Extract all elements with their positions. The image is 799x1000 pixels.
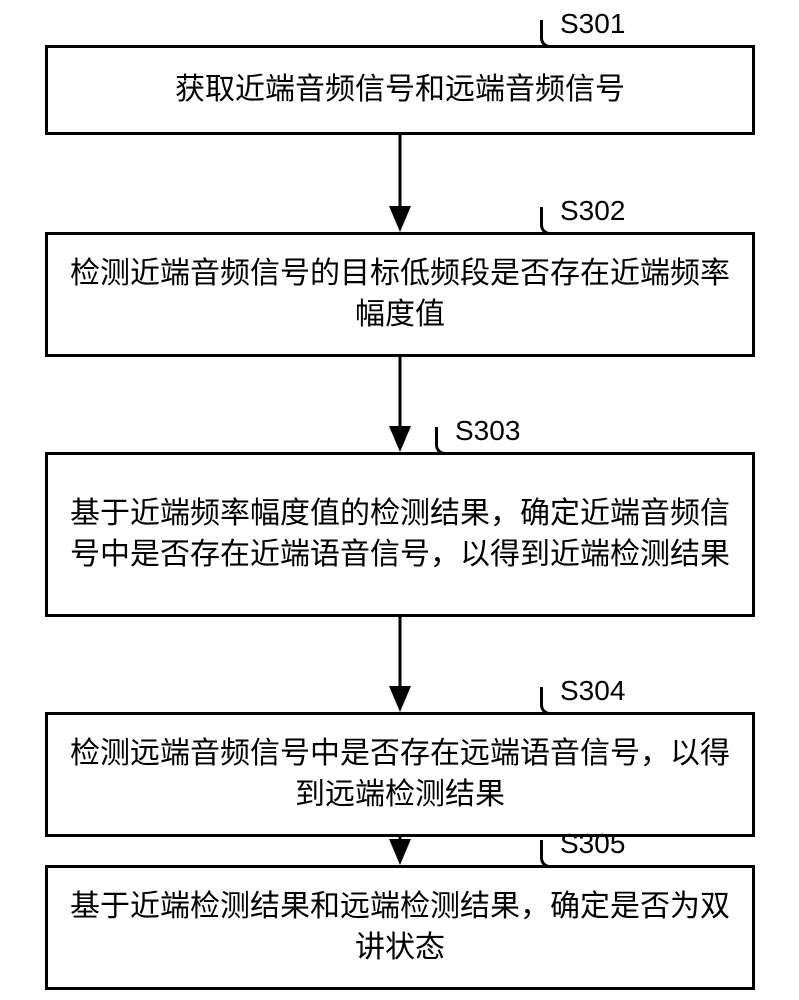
label-connector [540,840,558,868]
label-connector [435,427,453,455]
flow-step-3: 基于近端频率幅度值的检测结果，确定近端音频信号中是否存在近端语音信号，以得到近端… [45,452,755,617]
step-label: S301 [560,8,625,40]
flow-step-text: 获取近端音频信号和远端音频信号 [175,70,625,111]
flow-step-2: 检测近端音频信号的目标低频段是否存在近端频率幅度值 [45,232,755,357]
flow-step-5: 基于近端检测结果和远端检测结果，确定是否为双讲状态 [45,865,755,990]
flow-step-text: 检测近端音频信号的目标低频段是否存在近端频率幅度值 [68,254,732,335]
flow-step-text: 基于近端频率幅度值的检测结果，确定近端音频信号中是否存在近端语音信号，以得到近端… [68,494,732,575]
label-connector [540,687,558,715]
flow-arrow [380,135,420,232]
flow-arrow [380,837,420,865]
flow-step-text: 基于近端检测结果和远端检测结果，确定是否为双讲状态 [68,887,732,968]
flow-step-1: 获取近端音频信号和远端音频信号 [45,45,755,135]
flow-step-4: 检测远端音频信号中是否存在远端语音信号，以得到远端检测结果 [45,712,755,837]
label-connector [540,20,558,48]
step-label: S304 [560,675,625,707]
label-connector [540,207,558,235]
flow-arrow [380,357,420,452]
step-label: S303 [455,415,520,447]
step-label: S302 [560,195,625,227]
step-label: S305 [560,828,625,860]
flow-step-text: 检测远端音频信号中是否存在远端语音信号，以得到远端检测结果 [68,734,732,815]
flowchart-canvas: 获取近端音频信号和远端音频信号 S301 检测近端音频信号的目标低频段是否存在近端频… [0,0,799,1000]
flow-arrow [380,617,420,712]
